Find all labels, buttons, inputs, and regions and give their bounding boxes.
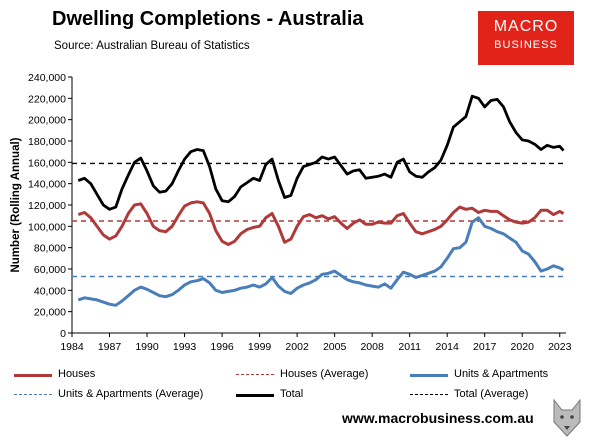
x-tick-label: 1987	[98, 341, 122, 353]
y-tick-label: 200,000	[28, 115, 66, 127]
y-tick-label: 100,000	[28, 221, 66, 233]
macrobusiness-logo: MACRO BUSINESS	[478, 11, 574, 65]
x-tick-label: 2023	[548, 341, 572, 353]
legend-label: Units & Apartments	[454, 368, 549, 380]
legend-swatch	[14, 374, 52, 377]
x-tick-label: 1999	[248, 341, 272, 353]
series-line-4	[77, 94, 565, 211]
x-tick-label: 2002	[285, 341, 309, 353]
legend-label: Units & Apartments (Average)	[58, 388, 204, 400]
x-tick-label: 2020	[511, 341, 535, 353]
y-tick-label: 60,000	[34, 264, 66, 276]
x-tick-label: 2005	[323, 341, 347, 353]
y-tick-label: 0	[60, 328, 66, 340]
legend-swatch	[14, 394, 52, 395]
legend-label: Total (Average)	[454, 388, 529, 400]
x-tick-label: 2008	[360, 341, 384, 353]
logo-line1: MACRO	[493, 18, 559, 35]
wolf-logo-icon	[553, 398, 581, 437]
legend-swatch	[236, 394, 274, 397]
y-tick-label: 80,000	[34, 243, 66, 255]
y-tick-label: 220,000	[28, 93, 66, 105]
website-url: www.macrobusiness.com.au	[342, 410, 534, 426]
legend-swatch	[410, 374, 448, 377]
x-tick-label: 1996	[210, 341, 234, 353]
legend-swatch	[236, 374, 274, 375]
chart-title: Dwelling Completions - Australia	[52, 8, 364, 30]
legend-swatch	[410, 394, 448, 395]
y-tick-label: 140,000	[28, 179, 66, 191]
x-tick-label: 1990	[135, 341, 159, 353]
y-tick-label: 240,000	[28, 72, 66, 84]
x-tick-label: 2014	[436, 341, 460, 353]
legend-label: Total	[280, 388, 304, 400]
x-tick-label: 2017	[473, 341, 497, 353]
chart-source: Source: Australian Bureau of Statistics	[54, 40, 250, 52]
y-tick-label: 180,000	[28, 136, 66, 148]
series-line-0	[77, 200, 565, 246]
y-tick-label: 160,000	[28, 157, 66, 169]
y-tick-label: 40,000	[34, 285, 66, 297]
legend-label: Houses (Average)	[280, 368, 369, 380]
legend-label: Houses	[58, 368, 96, 380]
y-axis-label: Number (Rolling Annual)	[10, 137, 22, 272]
x-tick-label: 1984	[60, 341, 84, 353]
logo-line2: BUSINESS	[494, 39, 558, 51]
series-line-2	[77, 216, 565, 307]
x-tick-label: 1993	[173, 341, 197, 353]
y-tick-label: 120,000	[28, 200, 66, 212]
x-tick-label: 2011	[398, 341, 421, 353]
y-tick-label: 20,000	[34, 307, 66, 319]
